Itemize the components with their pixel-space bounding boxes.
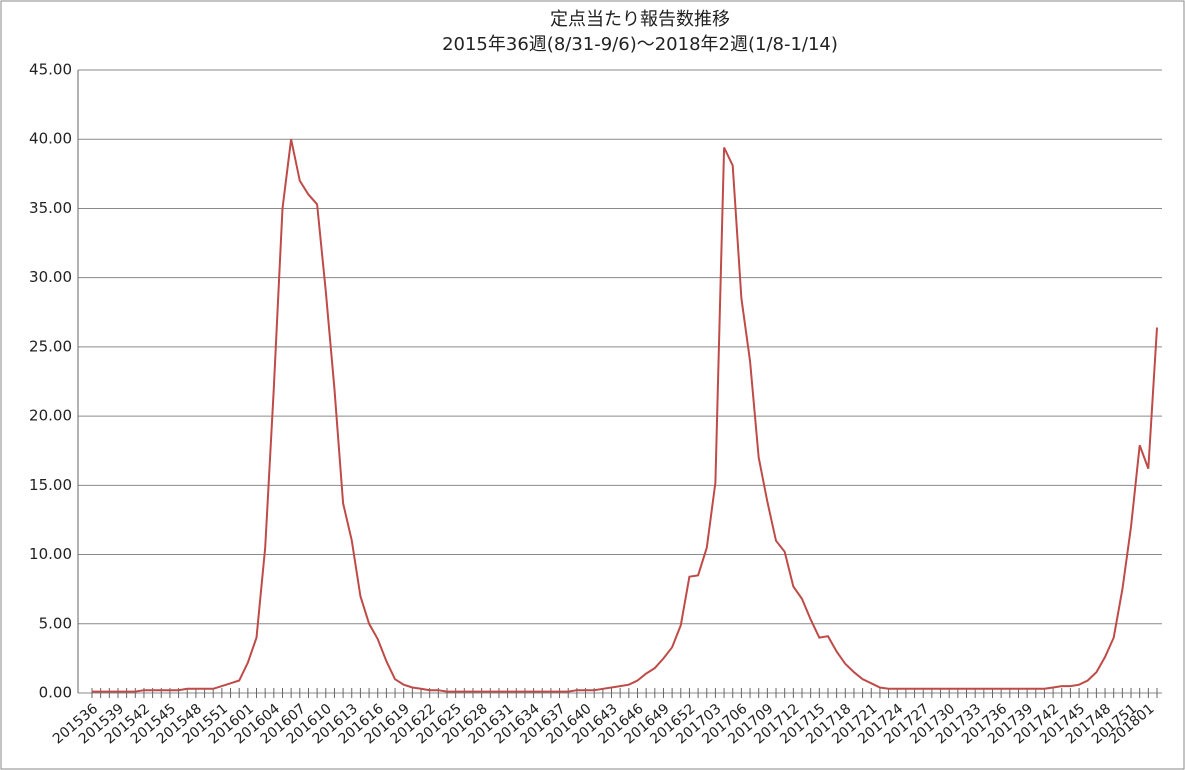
y-tick-label: 40.00	[29, 130, 72, 148]
y-tick-label: 5.00	[39, 614, 72, 632]
y-tick-label: 20.00	[29, 407, 72, 425]
chart-title: 定点当たり報告数推移	[550, 9, 730, 30]
y-tick-label: 15.00	[29, 476, 72, 494]
y-tick-label: 25.00	[29, 337, 72, 355]
y-tick-label: 45.00	[29, 61, 72, 79]
y-tick-label: 35.00	[29, 199, 72, 217]
chart-subtitle: 2015年36週(8/31-9/6)～2018年2週(1/8-1/14)	[442, 34, 838, 55]
data-line	[92, 138, 1158, 693]
y-tick-label: 10.00	[29, 545, 72, 563]
y-tick-label: 0.00	[39, 684, 72, 702]
y-tick-label: 30.00	[29, 268, 72, 286]
